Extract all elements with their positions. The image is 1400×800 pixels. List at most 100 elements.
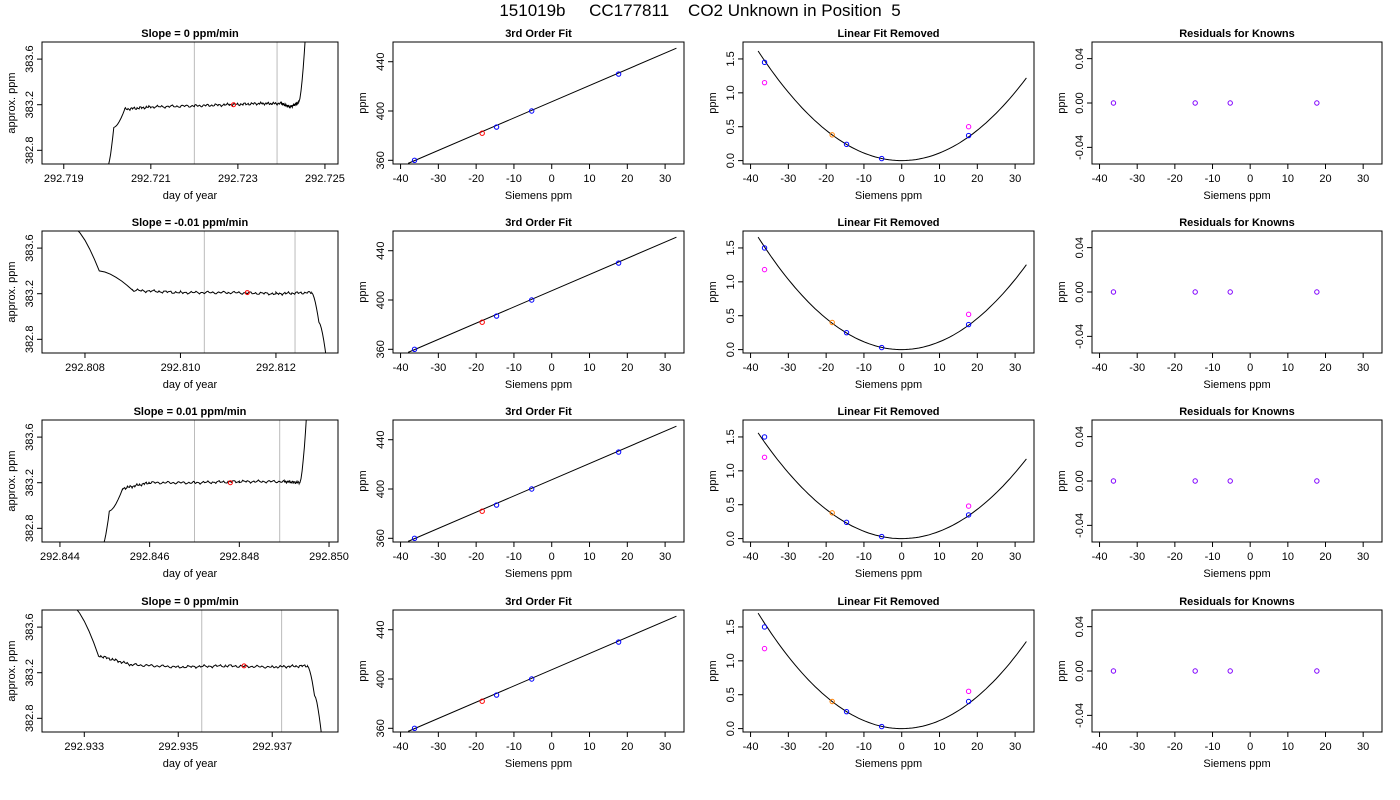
x-tick-label: -40	[1092, 362, 1108, 374]
y-tick-label: 0.0	[725, 153, 737, 168]
chart-title: Linear Fit Removed	[837, 28, 939, 40]
x-tick-label: 292.935	[158, 741, 198, 753]
y-tick-label: 0.00	[1074, 660, 1086, 681]
x-tick-label: 30	[1357, 551, 1369, 563]
x-tick-label: 292.723	[218, 173, 258, 185]
y-axis-label: ppm	[357, 660, 369, 681]
x-axis-label: Siemens ppm	[855, 758, 922, 770]
chart-panel-14: 3rd Order Fit -40 -30 -20 -10 0 10 20 30 360 400 44…	[357, 596, 685, 770]
y-tick-label: 360	[375, 529, 387, 547]
y-tick-label: 1.5	[725, 51, 737, 66]
x-tick-label: -10	[1205, 551, 1221, 563]
x-tick-label: 20	[621, 173, 633, 185]
x-tick-label: 20	[1319, 362, 1331, 374]
chart-panel-16: Residuals for Knowns -40 -30 -20 -10 0 10 20 30 -…	[1056, 596, 1383, 770]
data-point	[1110, 668, 1117, 674]
average-marker	[241, 663, 247, 669]
x-tick-label: -40	[743, 362, 759, 374]
plot-frame	[742, 419, 1035, 543]
fit-line	[407, 615, 677, 732]
y-tick-label: 382.8	[24, 705, 36, 733]
x-axis-label: Siemens ppm	[855, 379, 922, 391]
data-point	[965, 124, 972, 130]
data-point	[843, 708, 850, 715]
chart-title: Slope = 0 ppm/min	[141, 596, 239, 608]
x-tick-label: 0	[899, 551, 905, 563]
plot-area	[757, 612, 1027, 730]
data-point	[761, 266, 768, 273]
x-tick-label: 0	[1247, 362, 1253, 374]
y-tick-label: 383.2	[24, 280, 36, 308]
data-point	[878, 155, 885, 162]
y-axis-label: approx. ppm	[6, 261, 18, 322]
y-tick-label: 383.6	[24, 423, 36, 451]
x-tick-label: 292.810	[161, 362, 201, 374]
y-tick-label: -0.04	[1074, 135, 1086, 160]
plot-frame	[392, 419, 685, 543]
data-point	[615, 639, 622, 645]
y-axis-label: ppm	[1056, 92, 1068, 113]
x-tick-label: -40	[743, 741, 759, 753]
chart-title: Linear Fit Removed	[837, 406, 939, 418]
chart-title: Residuals for Knowns	[1179, 28, 1295, 40]
x-tick-label: -20	[1167, 173, 1183, 185]
chart-title: Residuals for Knowns	[1179, 406, 1295, 418]
x-tick-label: -10	[856, 551, 872, 563]
y-axis-label: ppm	[707, 660, 719, 681]
x-tick-label: -30	[1129, 741, 1145, 753]
data-point	[761, 245, 768, 251]
data-point	[1192, 668, 1198, 674]
x-tick-label: -30	[430, 173, 446, 185]
y-tick-label: 0.5	[725, 497, 737, 512]
chart-title: 3rd Order Fit	[505, 28, 572, 40]
plot-area	[1110, 668, 1320, 674]
x-tick-label: -10	[1205, 741, 1221, 753]
x-tick-label: -30	[430, 551, 446, 563]
data-point	[615, 449, 622, 455]
x-tick-label: 0	[899, 173, 905, 185]
y-tick-label: 440	[375, 53, 387, 71]
y-tick-label: 0.0	[725, 342, 737, 357]
x-tick-label: 20	[1319, 741, 1331, 753]
plot-frame	[742, 41, 1035, 165]
data-point	[965, 512, 972, 518]
x-axis-label: Siemens ppm	[855, 568, 922, 580]
concentration-trace	[77, 231, 327, 353]
y-tick-label: 0.0	[725, 721, 737, 736]
x-tick-label: 30	[659, 551, 671, 563]
plot-area	[407, 615, 677, 732]
x-tick-label: -20	[468, 173, 484, 185]
y-tick-label: 0.00	[1074, 92, 1086, 113]
x-tick-label: -10	[856, 173, 872, 185]
chart-panel-1: Slope = 0 ppm/min 292.719 292.721 292.723 29…	[6, 28, 345, 202]
x-tick-label: 10	[933, 362, 945, 374]
x-tick-label: 292.850	[309, 551, 349, 563]
y-tick-label: -0.04	[1074, 513, 1086, 538]
x-tick-label: 30	[1009, 362, 1021, 374]
y-tick-label: 0.04	[1074, 48, 1086, 69]
x-tick-label: 292.846	[130, 551, 170, 563]
x-tick-label: 20	[621, 362, 633, 374]
x-tick-label: -40	[1092, 173, 1108, 185]
data-point	[411, 346, 418, 353]
x-tick-label: -40	[1092, 741, 1108, 753]
y-tick-label: 0.5	[725, 687, 737, 702]
plot-area	[757, 432, 1027, 540]
x-tick-label: 292.844	[40, 551, 80, 563]
fit-curve	[757, 236, 1027, 351]
y-tick-label: 400	[375, 102, 387, 120]
y-tick-label: 382.8	[24, 515, 36, 543]
x-tick-label: 292.719	[44, 173, 84, 185]
x-axis-label: Siemens ppm	[1203, 379, 1270, 391]
x-tick-label: 30	[1009, 173, 1021, 185]
x-tick-label: -20	[818, 741, 834, 753]
average-marker	[244, 290, 250, 296]
y-tick-label: 0.5	[725, 308, 737, 323]
data-point	[965, 698, 972, 705]
x-tick-label: 292.933	[64, 741, 104, 753]
plot-area	[1110, 478, 1320, 484]
y-tick-label: 440	[375, 621, 387, 639]
plot-area	[407, 425, 677, 542]
data-point	[965, 132, 972, 139]
x-tick-label: -20	[818, 362, 834, 374]
